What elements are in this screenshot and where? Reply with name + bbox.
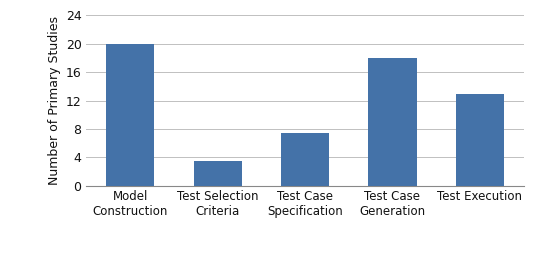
Bar — [281, 133, 329, 186]
Bar — [456, 94, 504, 186]
Bar — [106, 44, 154, 186]
Bar — [194, 161, 242, 186]
Bar — [368, 58, 416, 186]
Y-axis label: Number of Primary Studies: Number of Primary Studies — [49, 16, 62, 185]
